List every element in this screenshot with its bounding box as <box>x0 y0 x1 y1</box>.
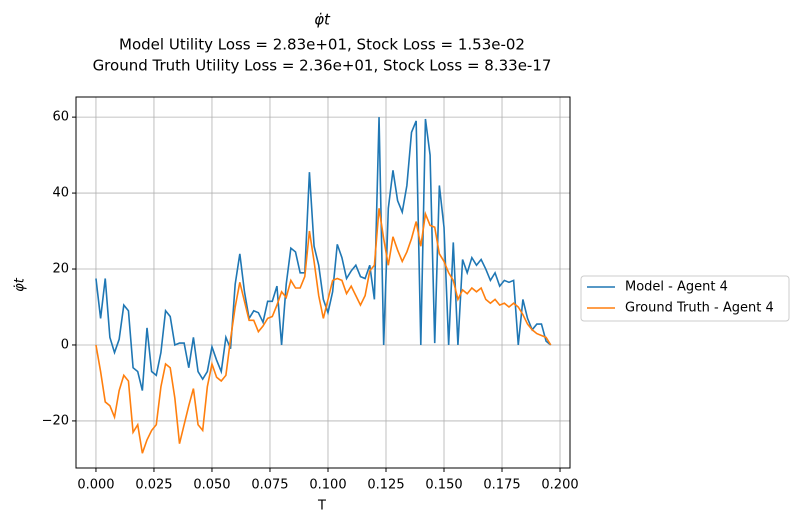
y-tick-label: 0 <box>61 337 69 352</box>
chart-subtitle: Model Utility Loss = 2.83e+01, Stock Los… <box>119 36 525 54</box>
x-tick-label: 0.100 <box>309 478 346 493</box>
legend-label: Model - Agent 4 <box>625 280 728 295</box>
x-tick-label: 0.000 <box>77 478 114 493</box>
y-tick-label: 20 <box>52 262 69 277</box>
chart-title: φ̇t <box>314 11 331 29</box>
y-tick-label: −20 <box>42 413 69 428</box>
x-tick-label: 0.050 <box>193 478 230 493</box>
data-line <box>95 117 552 391</box>
legend-label: Ground Truth - Agent 4 <box>625 301 774 316</box>
x-tick-label: 0.125 <box>367 478 404 493</box>
x-axis-label: T <box>317 499 326 514</box>
x-tick-label: 0.075 <box>251 478 288 493</box>
x-tick-label: 0.150 <box>425 478 462 493</box>
x-tick-label: 0.175 <box>483 478 520 493</box>
plot-frame <box>75 96 571 469</box>
y-axis-label: φ̇t <box>13 277 28 292</box>
x-tick-label: 0.200 <box>541 478 578 493</box>
y-tick-label: 60 <box>52 110 69 125</box>
legend-box <box>580 275 790 322</box>
y-tick-label: 40 <box>52 186 69 201</box>
x-tick-label: 0.025 <box>135 478 172 493</box>
chart-subtitle: Ground Truth Utility Loss = 2.36e+01, St… <box>93 57 552 75</box>
data-line <box>95 208 552 454</box>
